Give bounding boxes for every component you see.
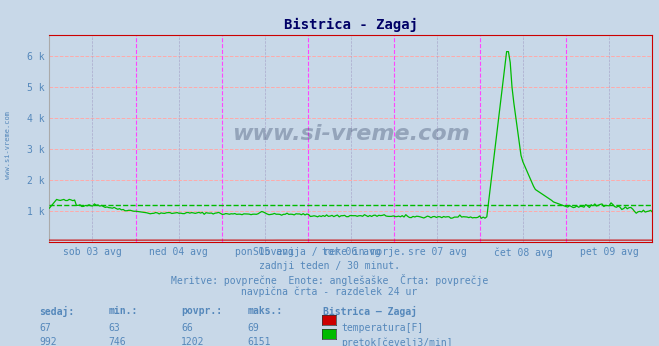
Text: navpična črta - razdelek 24 ur: navpična črta - razdelek 24 ur: [241, 287, 418, 297]
Text: povpr.:: povpr.:: [181, 306, 222, 316]
Text: maks.:: maks.:: [247, 306, 282, 316]
Text: 67: 67: [40, 323, 51, 333]
Text: www.si-vreme.com: www.si-vreme.com: [232, 124, 470, 144]
Text: 746: 746: [109, 337, 127, 346]
Title: Bistrica - Zagaj: Bistrica - Zagaj: [284, 18, 418, 32]
Text: pretok[čevelj3/min]: pretok[čevelj3/min]: [341, 337, 453, 346]
Text: 63: 63: [109, 323, 121, 333]
Text: zadnji teden / 30 minut.: zadnji teden / 30 minut.: [259, 261, 400, 271]
Text: Bistrica – Zagaj: Bistrica – Zagaj: [323, 306, 417, 317]
Text: 66: 66: [181, 323, 193, 333]
Text: temperatura[F]: temperatura[F]: [341, 323, 424, 333]
Text: www.si-vreme.com: www.si-vreme.com: [5, 111, 11, 179]
Text: sedaj:: sedaj:: [40, 306, 74, 317]
Text: min.:: min.:: [109, 306, 138, 316]
Text: 1202: 1202: [181, 337, 205, 346]
Text: 6151: 6151: [247, 337, 271, 346]
Text: 69: 69: [247, 323, 259, 333]
Text: 992: 992: [40, 337, 57, 346]
Text: Slovenija / reke in morje.: Slovenija / reke in morje.: [253, 247, 406, 257]
Text: Meritve: povprečne  Enote: anglešaške  Črta: povprečje: Meritve: povprečne Enote: anglešaške Črt…: [171, 274, 488, 286]
